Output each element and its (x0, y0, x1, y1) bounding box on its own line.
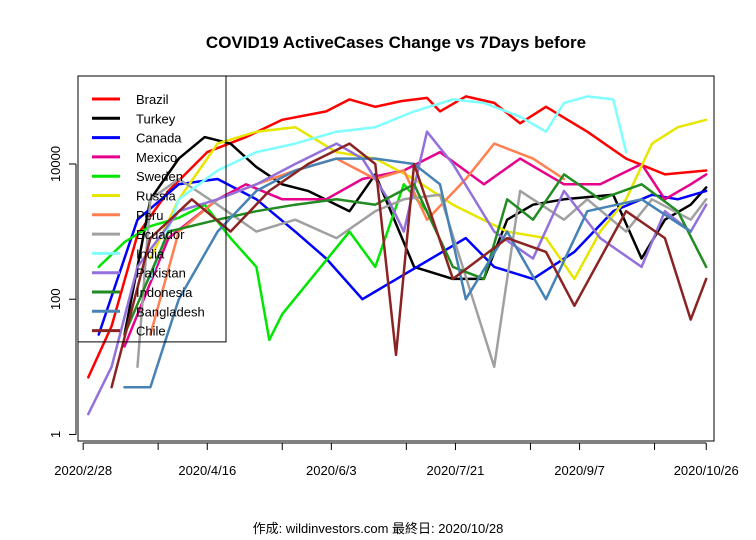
legend-label: Canada (136, 131, 182, 146)
series-line-canada (97, 177, 708, 336)
series-line-indonesia (123, 173, 708, 336)
series-line-bangladesh (123, 157, 692, 389)
x-tick-label: 2020/10/26 (674, 463, 739, 478)
legend-label: Sweden (136, 169, 183, 184)
chart-title: COVID19 ActiveCases Change vs 7Days befo… (206, 33, 586, 52)
series-layer (87, 95, 708, 416)
y-tick-label: 10000 (48, 146, 63, 182)
x-tick-label: 2020/7/21 (427, 463, 485, 478)
legend-label: India (136, 246, 165, 261)
legend-label: Mexico (136, 150, 177, 165)
legend-box (77, 75, 227, 343)
legend: Brazil Turkey Canada Mexico Sweden Russia Peru… (77, 75, 227, 343)
x-tick-label: 2020/6/3 (306, 463, 357, 478)
legend-label: Russia (136, 189, 177, 204)
legend-label: Bangladesh (136, 304, 205, 319)
footer-note: 作成: wildinvestors.com 最終日: 2020/10/28 (252, 521, 504, 536)
series-line-sweden (97, 183, 429, 342)
series-line-chile (110, 142, 708, 389)
series-line-india (149, 95, 628, 281)
y-tick-label: 1 (48, 431, 63, 438)
legend-label: Brazil (136, 92, 169, 107)
x-tick-label: 2020/4/16 (178, 463, 236, 478)
legend-label: Pakistan (136, 266, 186, 281)
series-line-mexico (123, 150, 708, 348)
legend-label: Chile (136, 324, 166, 339)
series-line-brazil (87, 95, 708, 379)
axis-layer: 2020/2/28 2020/4/16 2020/6/3 2020/7/21 2020/… (48, 146, 739, 478)
legend-label: Indonesia (136, 285, 193, 300)
series-line-pakistan (87, 130, 708, 416)
series-line-turkey (123, 135, 708, 336)
x-tick-label: 2020/9/7 (554, 463, 605, 478)
legend-label: Ecuador (136, 227, 185, 242)
legend-label: Turkey (136, 111, 176, 126)
legend-label: Peru (136, 208, 163, 223)
series-line-russia (149, 118, 708, 281)
x-tick-label: 2020/2/28 (54, 463, 112, 478)
y-tick-label: 100 (48, 288, 63, 310)
